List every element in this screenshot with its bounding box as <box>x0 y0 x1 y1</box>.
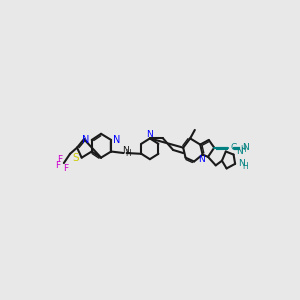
Text: N: N <box>82 135 89 145</box>
Text: N: N <box>242 143 249 152</box>
Text: H: H <box>125 149 131 158</box>
Text: N: N <box>198 155 205 164</box>
Text: F: F <box>57 155 62 164</box>
Text: N: N <box>236 147 243 156</box>
Text: N: N <box>238 159 245 168</box>
Text: N: N <box>113 135 121 145</box>
Text: C: C <box>230 143 237 152</box>
Text: S: S <box>72 153 79 163</box>
Text: H: H <box>242 162 248 171</box>
Text: H: H <box>240 145 245 154</box>
Text: N: N <box>122 146 128 155</box>
Text: F: F <box>55 161 60 170</box>
Text: F: F <box>63 164 68 173</box>
Text: N: N <box>146 130 153 139</box>
